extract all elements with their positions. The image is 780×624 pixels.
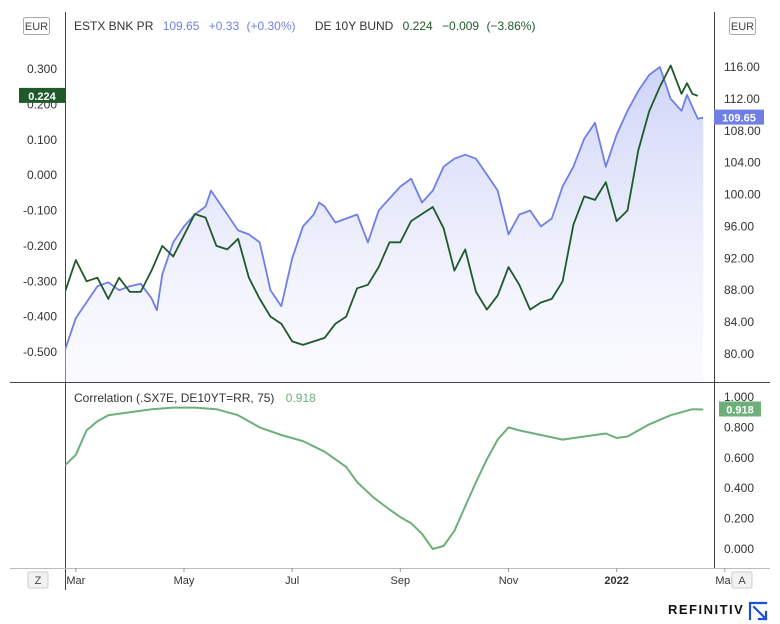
right-axis-ticks: 116.00 112.00 108.00 104.00 100.00 96.00 92.00…	[724, 60, 761, 361]
left-tick-label: 0.100	[27, 133, 57, 147]
x-tick-label: Mar	[66, 575, 85, 587]
left-tick-label: -0.500	[23, 345, 57, 359]
right-tick-label: 80.00	[724, 347, 754, 361]
x-tick-label: May	[174, 575, 195, 587]
auto-scale-button-label: A	[738, 575, 746, 587]
bund-series-line	[65, 64, 699, 346]
zoom-button-label: Z	[35, 575, 42, 587]
right-tick-label: 88.00	[724, 283, 754, 297]
brand-name: REFINITIV	[668, 602, 745, 617]
auto-scale-button[interactable]: A	[731, 571, 753, 589]
left-tick-label: -0.200	[23, 239, 57, 253]
right-tick-label: 96.00	[724, 219, 754, 233]
right-currency-label: EUR	[731, 21, 754, 33]
legend-bank-name: ESTX BNK PR	[74, 19, 154, 33]
legend-bund-pct: (−3.86%)	[486, 19, 535, 33]
price-last-badge: 109.65	[714, 109, 764, 125]
correlation-series-line	[65, 406, 704, 550]
bank-series-line	[65, 66, 704, 351]
legend-bank-pct: (+0.30%)	[246, 19, 295, 33]
price-last-badge-text: 109.65	[722, 113, 756, 125]
x-tick-label: Jul	[285, 575, 299, 587]
x-tick-label: Nov	[499, 575, 519, 587]
corr-tick-label: 0.800	[724, 420, 754, 434]
left-tick-label: 0.000	[27, 168, 57, 182]
corr-tick-label: 0.400	[724, 481, 754, 495]
zoom-button[interactable]: Z	[27, 571, 49, 589]
left-tick-label: -0.100	[23, 204, 57, 218]
corr-last-badge: 0.918	[719, 401, 761, 417]
right-tick-label: 100.00	[724, 188, 761, 202]
x-axis-ticks: Mar May Jul Sep Nov 2022 Mar	[66, 568, 735, 587]
left-currency-label: EUR	[25, 21, 48, 33]
left-tick-label: -0.400	[23, 310, 57, 324]
left-tick-label: -0.300	[23, 274, 57, 288]
left-tick-label: 0.300	[27, 62, 57, 76]
right-tick-label: 92.00	[724, 251, 754, 265]
left-currency-box: EUR	[23, 17, 50, 35]
legend-bund-last: 0.224	[403, 19, 433, 33]
legend-corr-value: 0.918	[286, 391, 316, 405]
x-tick-label: 2022	[604, 575, 628, 587]
corr-tick-label: 1.000	[724, 390, 754, 404]
right-tick-label: 116.00	[724, 60, 760, 74]
legend-bank-last: 109.65	[163, 19, 200, 33]
legend-bund-change: −0.009	[442, 19, 479, 33]
yield-last-badge: 0.224	[19, 87, 65, 103]
corr-axis-ticks: 1.000 0.800 0.600 0.400 0.200 0.000	[724, 390, 754, 556]
main-legend: ESTX BNK PR 109.65 +0.33 (+0.30%) DE 10Y…	[74, 19, 535, 33]
right-tick-label: 104.00	[724, 156, 761, 170]
right-tick-label: 108.00	[724, 124, 761, 138]
legend-corr-name: Correlation (.SX7E, DE10YT=RR, 75)	[74, 391, 274, 405]
right-tick-label: 112.00	[724, 92, 760, 106]
x-tick-label: Mar	[715, 575, 734, 587]
corr-tick-label: 0.600	[724, 451, 754, 465]
bank-series-area	[65, 67, 704, 382]
corr-tick-label: 0.200	[724, 512, 754, 526]
legend-bank-change: +0.33	[209, 19, 240, 33]
refinitiv-logo-icon	[748, 601, 768, 621]
yield-last-badge-text: 0.224	[28, 91, 56, 103]
x-tick-label: Sep	[391, 575, 411, 587]
legend-bund-name: DE 10Y BUND	[315, 19, 394, 33]
corr-legend: Correlation (.SX7E, DE10YT=RR, 75) 0.918	[74, 391, 316, 405]
right-tick-label: 84.00	[724, 315, 754, 329]
corr-last-badge-text: 0.918	[726, 405, 754, 417]
right-currency-box: EUR	[729, 17, 756, 35]
left-axis-ticks: 0.3000.2000.1000.000-0.100-0.200-0.300-0…	[23, 62, 57, 359]
corr-tick-label: 0.000	[724, 542, 754, 556]
